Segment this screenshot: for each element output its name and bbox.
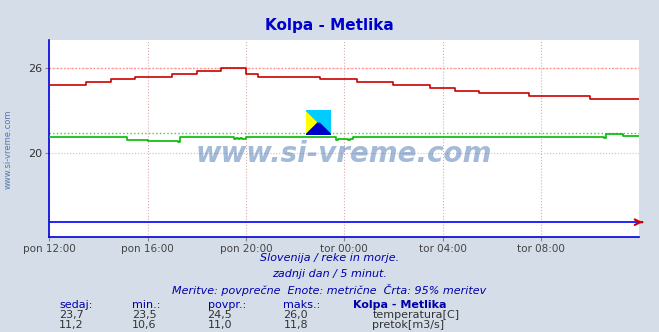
Text: Meritve: povprečne  Enote: metrične  Črta: 95% meritev: Meritve: povprečne Enote: metrične Črta:…	[173, 284, 486, 296]
Text: Kolpa - Metlika: Kolpa - Metlika	[265, 18, 394, 33]
Text: 10,6: 10,6	[132, 320, 156, 330]
Text: zadnji dan / 5 minut.: zadnji dan / 5 minut.	[272, 269, 387, 279]
Text: temperatura[C]: temperatura[C]	[372, 310, 459, 320]
Text: www.si-vreme.com: www.si-vreme.com	[3, 110, 13, 189]
Polygon shape	[306, 110, 331, 122]
Text: Slovenija / reke in morje.: Slovenija / reke in morje.	[260, 253, 399, 263]
Text: povpr.:: povpr.:	[208, 300, 246, 310]
Text: 11,2: 11,2	[59, 320, 84, 330]
Polygon shape	[306, 110, 331, 135]
Text: pretok[m3/s]: pretok[m3/s]	[372, 320, 444, 330]
Text: 11,0: 11,0	[208, 320, 232, 330]
Text: 26,0: 26,0	[283, 310, 308, 320]
Text: min.:: min.:	[132, 300, 160, 310]
Text: 23,7: 23,7	[59, 310, 84, 320]
Text: 23,5: 23,5	[132, 310, 156, 320]
Text: Kolpa - Metlika: Kolpa - Metlika	[353, 300, 446, 310]
Text: sedaj:: sedaj:	[59, 300, 93, 310]
Text: 24,5: 24,5	[208, 310, 233, 320]
Text: maks.:: maks.:	[283, 300, 321, 310]
Polygon shape	[306, 122, 331, 135]
Text: 11,8: 11,8	[283, 320, 308, 330]
Text: www.si-vreme.com: www.si-vreme.com	[196, 140, 492, 168]
